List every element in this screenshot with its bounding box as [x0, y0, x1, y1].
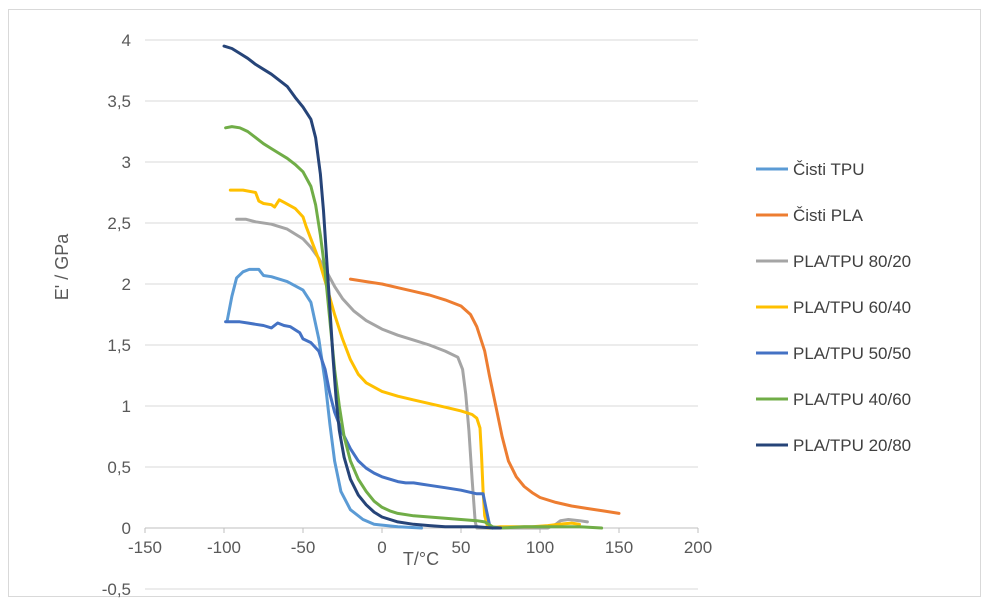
series-line-1 [225, 267, 423, 530]
x-tick-label: 0 [377, 538, 386, 557]
series-line-7 [222, 44, 502, 530]
y-tick-label: 2 [122, 275, 131, 294]
legend-label: PLA/TPU 60/40 [793, 298, 911, 317]
y-tick-label: 2,5 [107, 214, 131, 233]
y-tick-label: 3,5 [107, 92, 131, 111]
y-tick-label: 1 [122, 397, 131, 416]
legend: Čisti TPU Čisti PLA PLA/TPU 80/20 PLA/TPU 6… [756, 160, 911, 455]
y-tick-label: 0 [122, 519, 131, 538]
legend-label: Čisti PLA [793, 206, 864, 225]
series-lines [222, 44, 621, 530]
y-tick-label: 1,5 [107, 336, 131, 355]
x-tick-label: -150 [128, 538, 162, 557]
x-tick-label: -50 [291, 538, 316, 557]
legend-label: Čisti TPU [793, 160, 864, 179]
y-tick-label: 0,5 [107, 458, 131, 477]
y-tick-label: 3 [122, 153, 131, 172]
y-axis-title: E' / GPa [52, 233, 72, 300]
y-tick-labels: -0,5 0 0,5 1 1,5 2 2,5 3 3,5 4 [102, 31, 131, 599]
series-line-2 [348, 277, 621, 515]
x-tick-label: 200 [684, 538, 712, 557]
gridlines [145, 39, 698, 590]
series-line-6 [224, 125, 604, 530]
chart-frame [8, 9, 981, 597]
x-tick-labels: -150 -100 -50 0 50 100 150 200 [128, 538, 712, 557]
x-tick-label: 100 [526, 538, 554, 557]
x-tick-label: 50 [452, 538, 471, 557]
x-axis-title: T/°C [403, 549, 439, 569]
x-tick-label: -100 [207, 538, 241, 557]
legend-label: PLA/TPU 20/80 [793, 436, 911, 455]
legend-label: PLA/TPU 80/20 [793, 252, 911, 271]
legend-label: PLA/TPU 40/60 [793, 390, 911, 409]
x-tick-label: 150 [605, 538, 633, 557]
legend-label: PLA/TPU 50/50 [793, 344, 911, 363]
series-line-4 [228, 188, 581, 530]
y-tick-label: -0,5 [102, 580, 131, 599]
y-tick-label: 4 [122, 31, 131, 50]
